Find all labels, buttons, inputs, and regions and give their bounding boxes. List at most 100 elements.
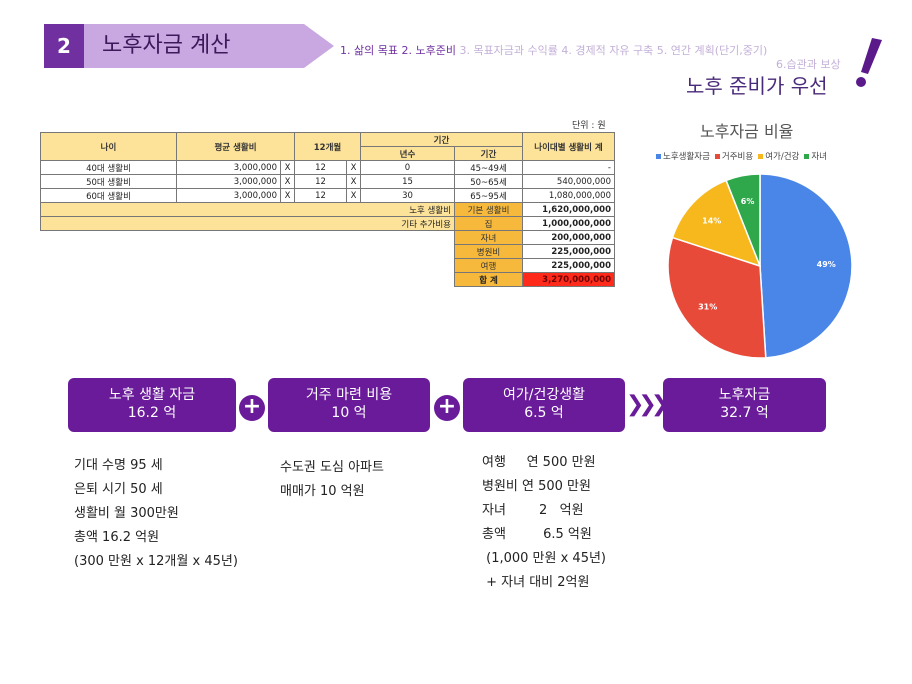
nav-step-5[interactable]: 5. 연간 계획(단기,중기)	[656, 44, 768, 57]
legend-swatch	[714, 154, 720, 159]
housing-details: 수도권 도심 아파트 매매가 10 억원	[280, 456, 384, 504]
nav-step-2[interactable]: 2. 노후준비	[401, 44, 456, 57]
section-number: 2	[44, 24, 84, 68]
leisure-health-box: 여가/건강생활 6.5 억	[463, 378, 625, 432]
summary-label: 자녀	[454, 230, 523, 245]
pie-slice	[725, 173, 761, 267]
summary-value: 1,000,000,000	[522, 216, 615, 231]
detail-line: 병원비 연 500 만원	[482, 479, 591, 494]
box-value: 16.2 억	[127, 405, 177, 421]
box-value: 10 억	[331, 405, 367, 421]
col-header-age: 나이	[40, 132, 177, 161]
cell-x: X	[346, 160, 361, 175]
legend-label: 노후생활자금	[663, 152, 710, 162]
retirement-cost-table: 나이 평균 생활비 12개월 기간 나이대별 생활비 계 년수 기간 40대 생…	[40, 132, 615, 287]
detail-line: 총액 16.2 억원	[74, 530, 160, 545]
legend-swatch	[656, 154, 661, 159]
summary-value: 225,000,000	[522, 258, 615, 273]
box-value: 6.5 억	[524, 405, 564, 421]
pie-slice-label: 14%	[702, 217, 721, 226]
cell-months: 12	[294, 174, 347, 189]
pie-slice	[671, 179, 762, 268]
cell-avg: 3,000,000	[176, 188, 281, 203]
cell-total: -	[522, 160, 615, 175]
box-label: 노후자금	[718, 387, 771, 403]
chart-legend: 노후생활자금 거주비용 여가/건강 자녀	[656, 150, 832, 162]
legend-label: 여가/건강	[765, 152, 800, 162]
legend-item: 여가/건강	[758, 150, 799, 162]
total-fund-box: 노후자금 32.7 억	[663, 378, 826, 432]
housing-cost-box: 거주 마련 비용 10 억	[268, 378, 430, 432]
cell-x: X	[280, 160, 295, 175]
detail-line: 자녀 2 억원	[482, 503, 584, 518]
detail-line: 은퇴 시기 50 세	[74, 482, 163, 497]
summary-value: 225,000,000	[522, 244, 615, 259]
cell-avg: 3,000,000	[176, 160, 281, 175]
other-label: 기타 추가비용	[40, 216, 455, 231]
summary-label: 병원비	[454, 244, 523, 259]
box-label: 거주 마련 비용	[305, 387, 393, 403]
detail-line: 수도권 도심 아파트	[280, 460, 384, 475]
headline: 노후 준비가 우선	[686, 74, 828, 98]
plus-icon: +	[239, 395, 265, 421]
col-header-total: 나이대별 생활비 계	[522, 132, 615, 161]
cell-range: 65~95세	[454, 188, 523, 203]
summary-value: 1,620,000,000	[522, 202, 615, 217]
col-header-avg: 평균 생활비	[176, 132, 295, 161]
box-value: 32.7 억	[720, 405, 769, 421]
section-title: 노후자금 계산	[102, 33, 231, 58]
detail-line: + 자녀 대비 2억원	[482, 575, 590, 590]
arrows-icon: ❯❯❯	[626, 392, 669, 417]
leisure-details: 여행 연 500 만원 병원비 연 500 만원 자녀 2 억원 총액 6.5 …	[482, 451, 606, 595]
col-header-range: 기간	[454, 146, 523, 161]
cell-x: X	[346, 174, 361, 189]
cell-x: X	[280, 188, 295, 203]
total-row: 합 계 3,270,000,000	[41, 272, 615, 287]
detail-line: (300 만원 x 12개월 x 45년)	[74, 554, 238, 569]
summary-label: 기본 생활비	[454, 202, 523, 217]
nav-step-3[interactable]: 3. 목표자금과 수익률	[459, 44, 558, 57]
table-row: 50대 생활비 3,000,000 X 12 X 15 50~65세 540,0…	[40, 174, 615, 189]
summary-label: 집	[454, 216, 523, 231]
summary-value: 200,000,000	[522, 230, 615, 245]
legend-swatch	[758, 154, 764, 159]
detail-line: 총액 6.5 억원	[482, 527, 592, 542]
cell-years: 0	[360, 160, 455, 175]
cell-age: 60대 생활비	[40, 188, 177, 203]
legend-item: 노후생활자금	[656, 150, 710, 162]
cell-years: 30	[360, 188, 455, 203]
summary-row: 병원비 225,000,000	[41, 244, 615, 259]
cell-avg: 3,000,000	[176, 174, 281, 189]
nav-step-6[interactable]: 6.습관과 보상	[776, 58, 841, 71]
detail-line: 여행 연 500 만원	[482, 455, 596, 470]
cell-total: 1,080,000,000	[522, 188, 615, 203]
cell-x: X	[280, 174, 295, 189]
detail-line: 기대 수명 95 세	[74, 458, 163, 473]
legend-item: 거주비용	[714, 150, 753, 162]
nav-step-4[interactable]: 4. 경제적 자유 구축	[561, 44, 654, 57]
table-row: 40대 생활비 3,000,000 X 12 X 0 45~49세 -	[40, 160, 615, 175]
box-label: 노후 생활 자금	[108, 387, 196, 403]
pie-chart: 49% 31% 14% 6%	[667, 173, 853, 359]
section-banner: 2 노후자금 계산	[44, 24, 334, 68]
pie-slice	[667, 236, 767, 359]
legend-swatch	[804, 154, 810, 159]
nav-step-1[interactable]: 1. 삶의 목표	[340, 44, 398, 57]
detail-line: 생활비 월 300만원	[74, 506, 179, 521]
cell-x: X	[346, 188, 361, 203]
legend-item: 자녀	[804, 150, 827, 162]
legend-label: 자녀	[811, 152, 827, 162]
cell-range: 50~65세	[454, 174, 523, 189]
section-title-shape: 노후자금 계산	[84, 24, 334, 68]
plus-icon: +	[434, 395, 460, 421]
pie-slice-label: 6%	[741, 197, 755, 206]
cell-age: 40대 생활비	[40, 160, 177, 175]
table-row: 60대 생활비 3,000,000 X 12 X 30 65~95세 1,080…	[40, 188, 615, 203]
unit-label: 단위 : 원	[572, 121, 606, 131]
cell-total: 540,000,000	[522, 174, 615, 189]
box-label: 여가/건강생활	[503, 387, 585, 403]
living-fund-details: 기대 수명 95 세 은퇴 시기 50 세 생활비 월 300만원 총액 16.…	[74, 454, 238, 574]
summary-row: 기타 추가비용 집 1,000,000,000	[40, 216, 615, 231]
cell-months: 12	[294, 160, 347, 175]
col-header-months: 12개월	[294, 132, 361, 161]
